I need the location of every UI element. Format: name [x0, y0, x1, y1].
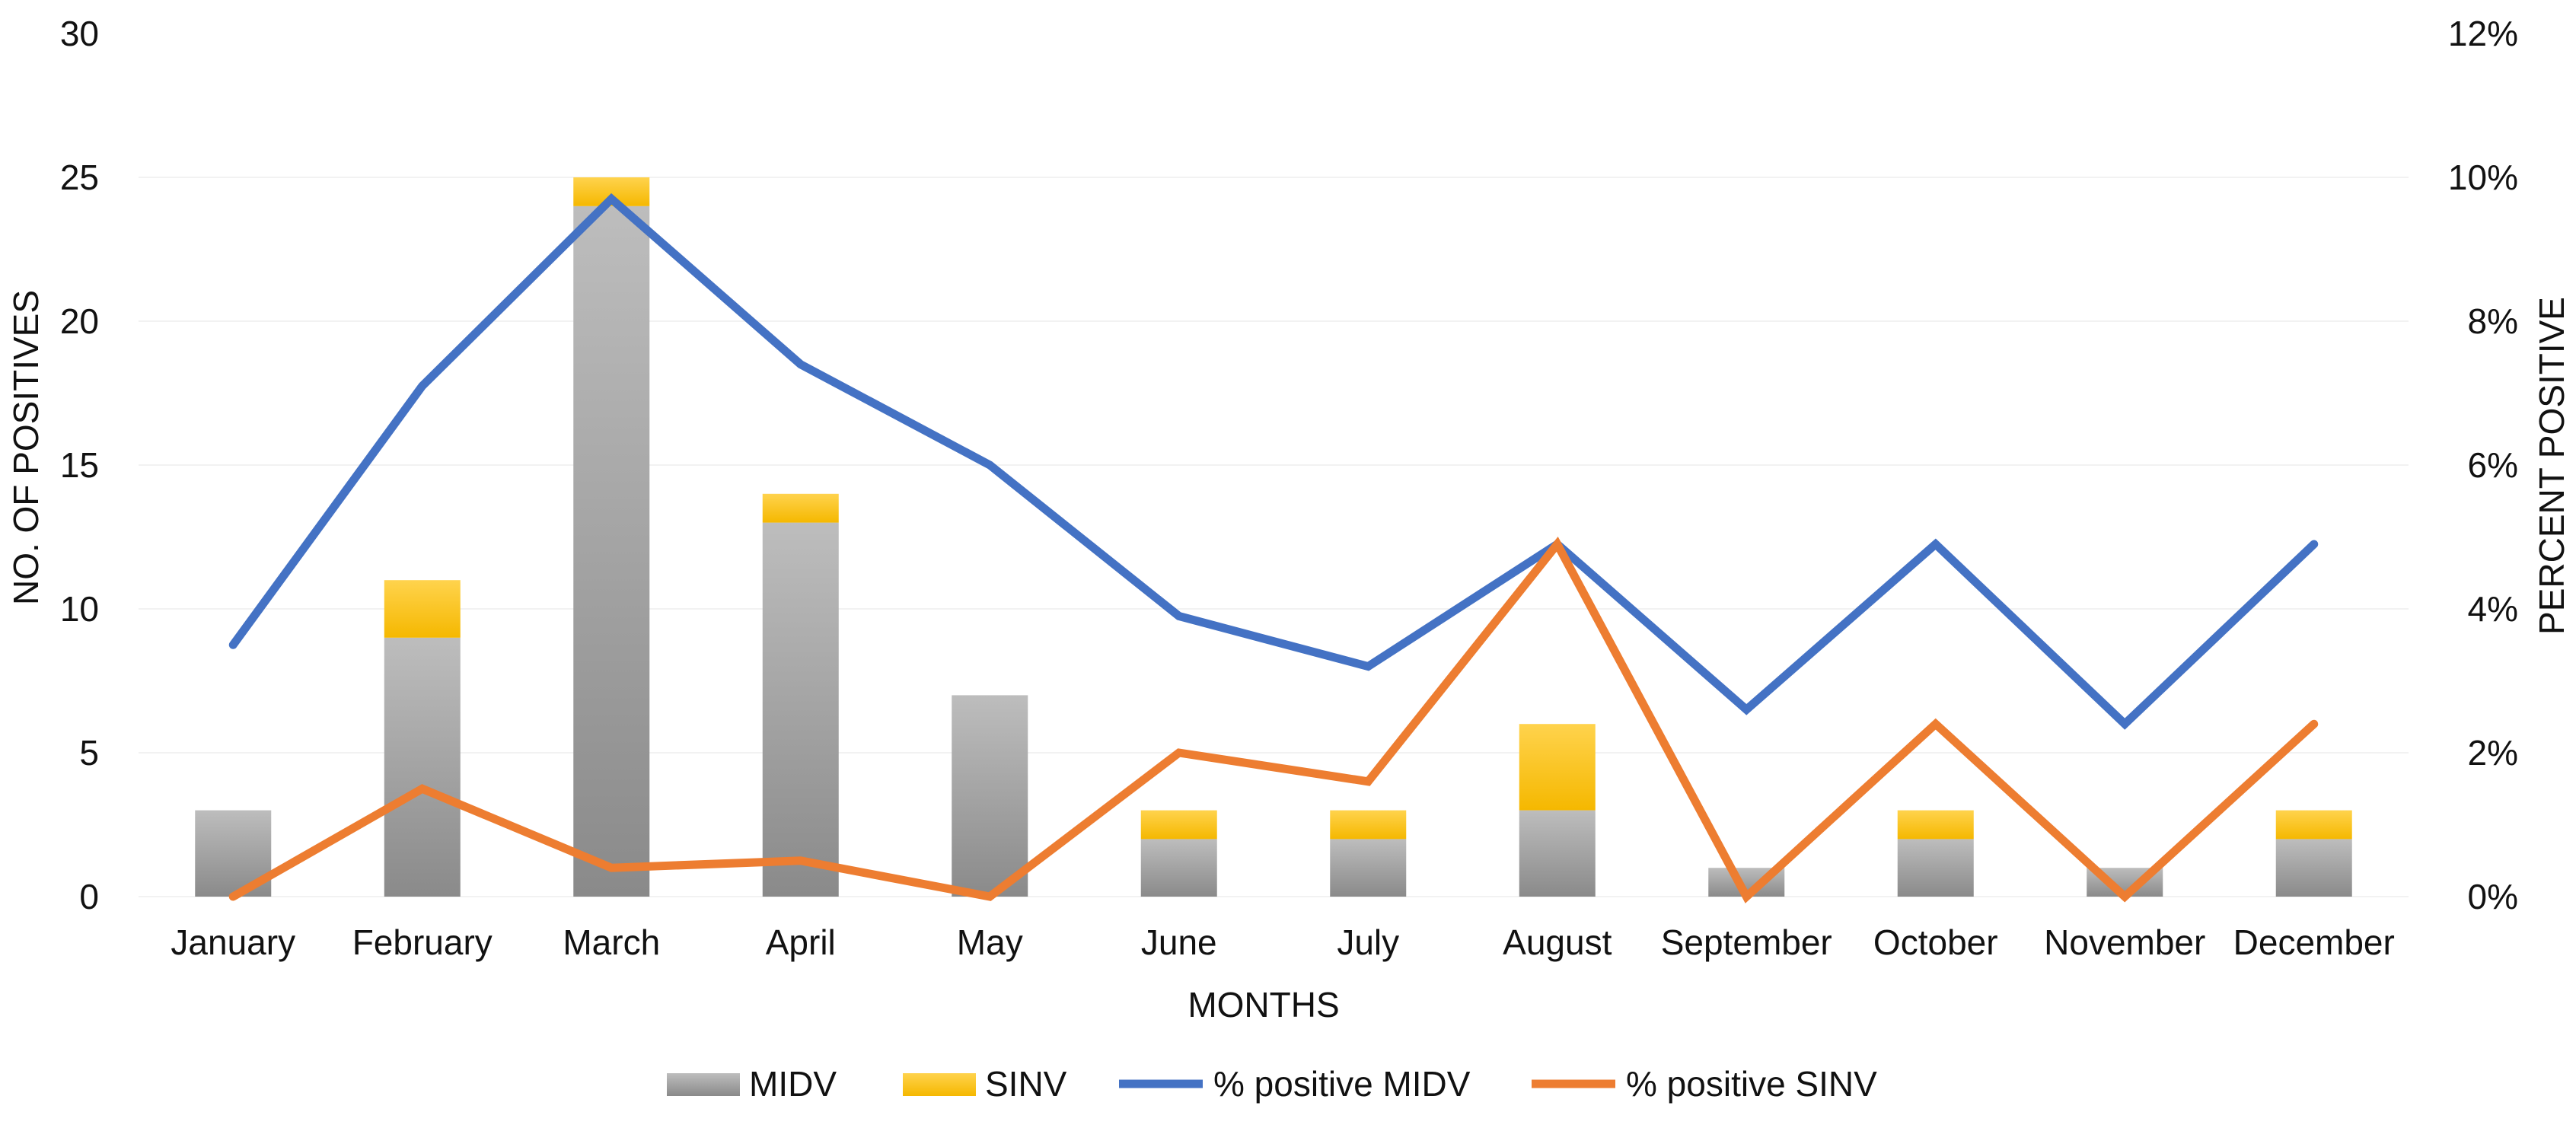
bar-sinv — [1140, 810, 1217, 840]
y2-tick-label: 2% — [2468, 733, 2518, 773]
y2-tick-label: 10% — [2448, 158, 2518, 197]
x-tick-label: February — [352, 922, 493, 962]
y2-tick-label: 12% — [2448, 14, 2518, 53]
y-tick-label: 0 — [79, 877, 99, 916]
y-tick-label: 20 — [60, 301, 99, 341]
legend-label-positive-sinv: % positive SINV — [1626, 1064, 1877, 1104]
gridlines — [139, 177, 2409, 897]
y-tick-label: 10 — [60, 589, 99, 629]
bar-sinv — [762, 493, 839, 523]
x-tick-label: December — [2233, 922, 2395, 962]
left-axis-ticks: 0 5 10 15 20 25 30 — [60, 14, 99, 916]
bars — [195, 177, 2352, 897]
x-tick-label: March — [563, 922, 660, 962]
legend-label-midv: MIDV — [749, 1064, 837, 1104]
x-tick-label: April — [766, 922, 836, 962]
y-axis-title: NO. OF POSITIVES — [6, 290, 46, 605]
bar-midv — [1330, 839, 1407, 897]
legend-swatch-midv — [667, 1073, 740, 1096]
legend-label-sinv: SINV — [985, 1064, 1067, 1104]
line-positive-sinv — [228, 536, 2319, 903]
series-lines — [228, 193, 2319, 903]
legend-label-positive-midv: % positive MIDV — [1213, 1064, 1471, 1104]
bar-midv — [384, 637, 461, 897]
x-tick-label: June — [1141, 922, 1217, 962]
bar-sinv — [384, 580, 461, 638]
x-axis-title: MONTHS — [1188, 985, 1339, 1024]
bar-midv — [2275, 839, 2352, 897]
x-tick-label: January — [171, 922, 295, 962]
line-positive-midv — [228, 193, 2319, 730]
bar-sinv — [1519, 724, 1596, 811]
x-tick-label: May — [957, 922, 1023, 962]
y2-tick-label: 8% — [2468, 301, 2518, 341]
bar-sinv — [1330, 810, 1407, 840]
x-tick-label: September — [1661, 922, 1832, 962]
y-tick-label: 30 — [60, 14, 99, 53]
y2-tick-label: 0% — [2468, 877, 2518, 916]
x-tick-label: November — [2044, 922, 2205, 962]
right-axis-ticks: 0% 2% 4% 6% 8% 10% 12% — [2448, 14, 2518, 916]
x-tick-label: October — [1873, 922, 1998, 962]
y2-axis-title: PERCENT POSITIVE — [2532, 297, 2571, 635]
y-tick-label: 5 — [79, 733, 99, 773]
x-axis-ticks: January February March April May June July Augu… — [171, 922, 2394, 962]
x-tick-label: July — [1337, 922, 1399, 962]
y-tick-label: 25 — [60, 158, 99, 197]
bar-sinv — [1897, 810, 1974, 840]
bar-midv — [1140, 839, 1217, 897]
bar-midv — [1897, 839, 1974, 897]
legend: MIDV SINV % positive MIDV % positive SINV — [667, 1064, 1877, 1104]
y2-tick-label: 4% — [2468, 589, 2518, 629]
y-tick-label: 15 — [60, 445, 99, 485]
legend-swatch-sinv — [903, 1073, 976, 1096]
bar-midv — [1519, 810, 1596, 897]
bar-sinv — [2275, 810, 2352, 840]
bar-midv — [952, 695, 1028, 897]
x-tick-label: August — [1503, 922, 1612, 962]
bar-midv — [573, 206, 650, 897]
y2-tick-label: 6% — [2468, 445, 2518, 485]
bar-midv — [762, 522, 839, 897]
